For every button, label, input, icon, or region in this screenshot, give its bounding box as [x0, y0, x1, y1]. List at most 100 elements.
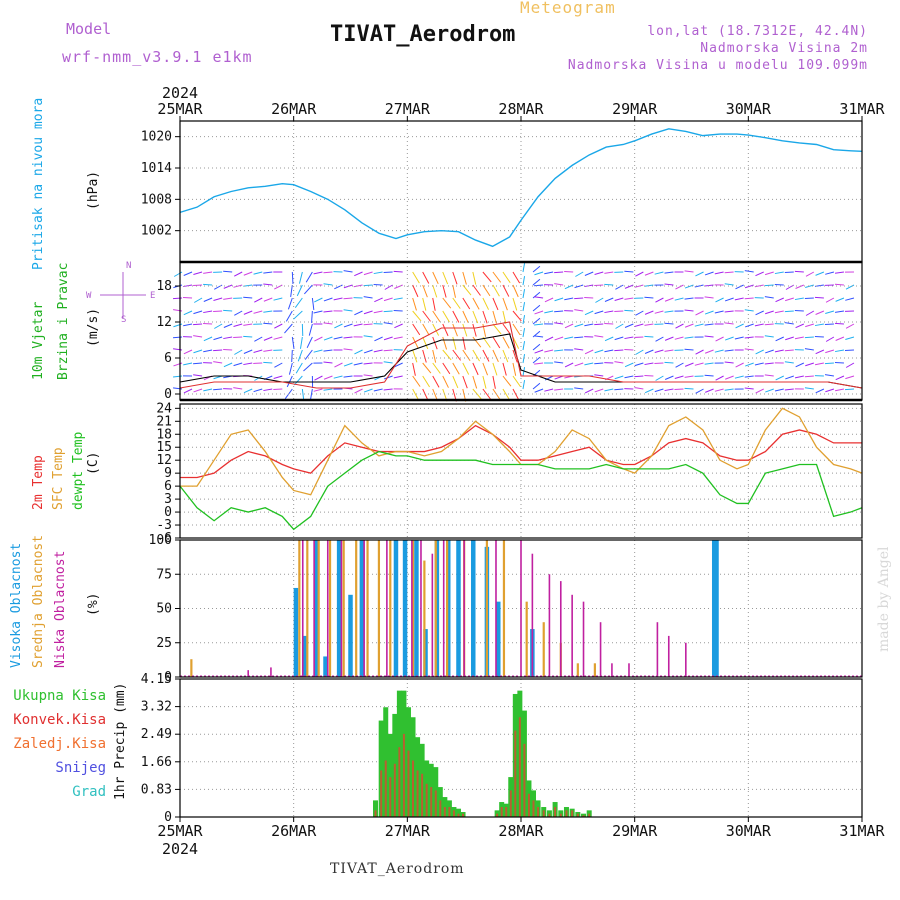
precip-total-bar — [373, 800, 379, 817]
wind-barb — [764, 362, 774, 365]
x-tick-label-bottom: 26MAR — [271, 822, 317, 840]
cloud-bar-2 — [520, 540, 522, 677]
wind-barb — [203, 271, 213, 274]
wind-barb — [442, 323, 449, 337]
wind-barb — [492, 375, 496, 389]
wind-barb — [674, 297, 684, 301]
wind-barb — [482, 375, 487, 389]
precip-y-tick-label: 4.15 — [141, 672, 172, 687]
wind-barb — [323, 336, 333, 341]
wind-barb — [684, 284, 694, 289]
wind-barb — [624, 323, 634, 328]
wind-barb — [735, 284, 744, 290]
precip-conv-bar — [439, 800, 442, 817]
temp-line-2 — [179, 450, 863, 531]
wind-barb — [383, 336, 393, 341]
wind-barb — [295, 362, 303, 374]
wind-barb — [452, 284, 456, 298]
wind-barb — [604, 310, 614, 314]
wind-barb — [635, 271, 644, 277]
temp-line-0 — [180, 424, 862, 479]
wind-barb — [432, 297, 436, 311]
wind-barb — [724, 361, 734, 364]
wind-barb — [299, 336, 303, 349]
wind-barb — [584, 323, 594, 327]
wind-barb — [502, 349, 509, 363]
precip-legend-4: Grad — [72, 784, 106, 800]
wind-barb — [193, 271, 203, 275]
wind-barb — [502, 362, 507, 376]
wind-barb — [253, 388, 263, 393]
cloud-bar-1 — [593, 663, 596, 677]
wind-barb — [624, 336, 634, 340]
wind-barb — [584, 271, 594, 276]
wind-barb — [442, 284, 447, 298]
wind-barb — [785, 375, 794, 380]
wind-barb — [298, 271, 303, 284]
cloud-bar-0 — [423, 629, 428, 677]
wind-barb — [834, 322, 844, 325]
temp-y-tick-label: 21 — [156, 414, 172, 429]
wind-barb — [845, 323, 855, 329]
wind-barb — [674, 336, 684, 340]
wind-barb — [564, 323, 574, 329]
wind-barb — [442, 362, 451, 375]
wind-barb — [313, 349, 323, 353]
wind-barb — [193, 335, 203, 338]
wind-barb — [724, 297, 734, 302]
wind-barb — [512, 284, 519, 298]
cloud-bar-1 — [446, 540, 449, 677]
wind-barb — [422, 375, 431, 388]
wind-barb — [172, 297, 183, 300]
panel-frame-0 — [179, 120, 863, 263]
page-title: TIVAT_Aerodrom — [330, 22, 516, 47]
precip-conv-bar — [565, 810, 568, 817]
wind-barb — [512, 323, 521, 336]
wind-barb — [290, 284, 293, 297]
wind-barb — [775, 336, 784, 342]
precip-conv-bar — [537, 807, 540, 817]
wind-barb — [492, 362, 498, 376]
precip-conv-bar — [542, 810, 545, 817]
wind-barb — [502, 336, 510, 349]
wind-barb — [724, 283, 734, 286]
wind-barb — [614, 361, 624, 364]
wind-barb — [243, 335, 253, 338]
precip-conv-bar — [457, 813, 460, 817]
wind-barb — [564, 362, 574, 368]
wind-gust-line — [179, 321, 863, 389]
cloud-bar-0 — [446, 540, 451, 677]
wind-barb — [363, 374, 373, 377]
wind-barb — [594, 388, 604, 393]
precip-y-tick-label: 0 — [164, 810, 172, 825]
wind-barb — [704, 349, 714, 354]
wind-barb — [804, 375, 814, 378]
wind-barb — [314, 297, 323, 303]
cloud-bar-1 — [542, 622, 545, 677]
x-tick-label-top: 30MAR — [726, 100, 772, 118]
wind-barb — [394, 323, 403, 329]
wind-barb — [522, 263, 526, 273]
cloud-y-tick-label: 100 — [149, 533, 172, 548]
wind-barb — [353, 284, 363, 288]
wind-barb — [233, 284, 243, 288]
wind-barb — [173, 309, 183, 312]
cloud-bar-1 — [377, 540, 381, 677]
wind-barb — [724, 271, 734, 274]
wind-barb — [764, 296, 774, 299]
cloud-bar-2 — [685, 642, 687, 677]
cloud-bar-0 — [336, 540, 342, 677]
wind-barb — [635, 310, 644, 316]
wind-barb — [194, 297, 203, 303]
wind-barb — [684, 387, 694, 390]
wind-barb — [814, 362, 824, 366]
wind-barb — [574, 336, 584, 339]
wind-barb — [684, 270, 694, 273]
wind-barb — [472, 323, 477, 337]
wind-barb — [715, 375, 724, 381]
x-tick-label-bottom: 27MAR — [385, 822, 431, 840]
cloud-bar-1 — [298, 540, 301, 677]
wind-barb — [624, 270, 634, 273]
wind-barb — [614, 388, 624, 391]
wind-axis-label-2: Brzina i Pravac — [56, 263, 71, 380]
